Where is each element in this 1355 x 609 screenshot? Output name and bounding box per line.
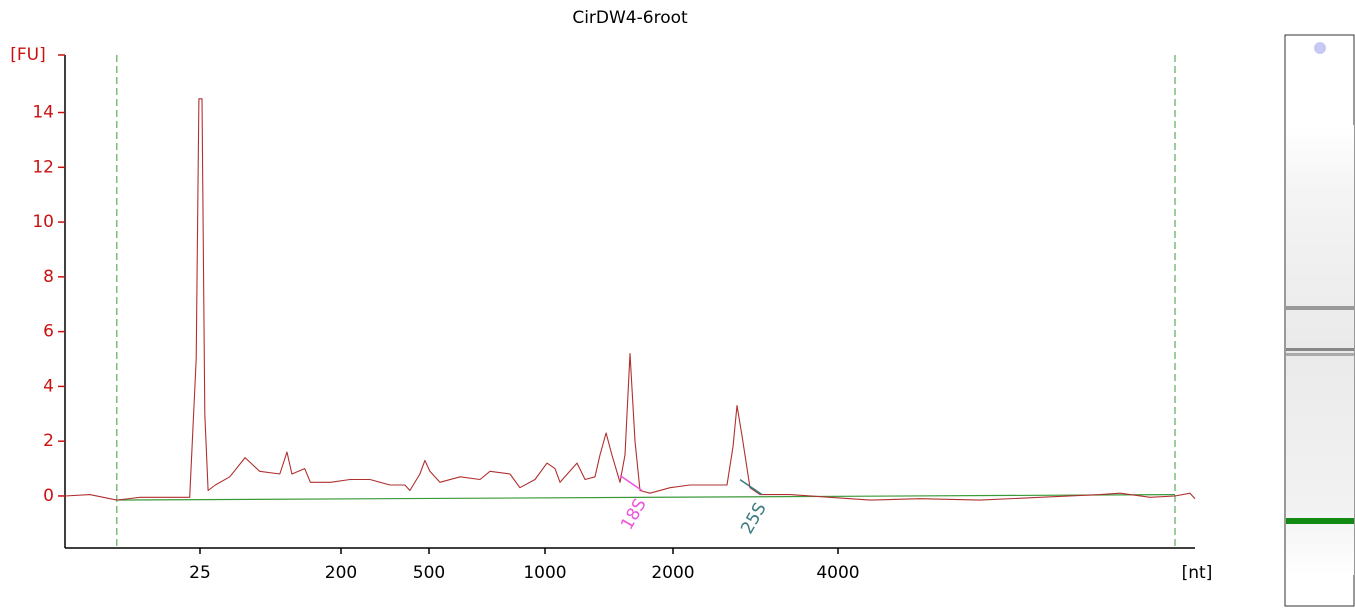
x-tick-label: 2000	[651, 563, 694, 583]
y-tick-label: 8	[43, 267, 54, 287]
gel-band	[1286, 306, 1354, 310]
y-tick-label: 12	[32, 157, 54, 177]
gel-dot	[1314, 42, 1326, 54]
y-tick-label: 2	[43, 431, 54, 451]
gel-marker-band	[1286, 518, 1354, 524]
x-tick-label: 200	[325, 563, 357, 583]
trace	[64, 98, 1196, 501]
y-tick-label: 10	[32, 212, 54, 232]
x-tick-label: 25	[189, 563, 211, 583]
x-tick-label: 4000	[816, 563, 859, 583]
x-tick-label: 500	[413, 563, 445, 583]
y-tick-label: 4	[43, 376, 54, 396]
chart-title: CirDW4-6root	[572, 8, 688, 28]
y-tick-label: 14	[32, 103, 54, 123]
y-axis-label: [FU]	[10, 45, 46, 65]
gel-band	[1286, 353, 1354, 356]
y-tick-label: 6	[43, 322, 54, 342]
annotation-label: 18S	[617, 495, 651, 533]
gel-lane	[1284, 34, 1355, 607]
annotation-leader	[739, 478, 763, 496]
x-axis-label: [nt]	[1182, 563, 1213, 583]
annotation-label: 25S	[737, 500, 771, 538]
gel-band	[1286, 348, 1354, 351]
x-tick-label: 1000	[523, 563, 566, 583]
y-tick-label: 0	[43, 486, 54, 506]
baseline	[116, 493, 1176, 501]
annotation-leader	[619, 474, 643, 492]
